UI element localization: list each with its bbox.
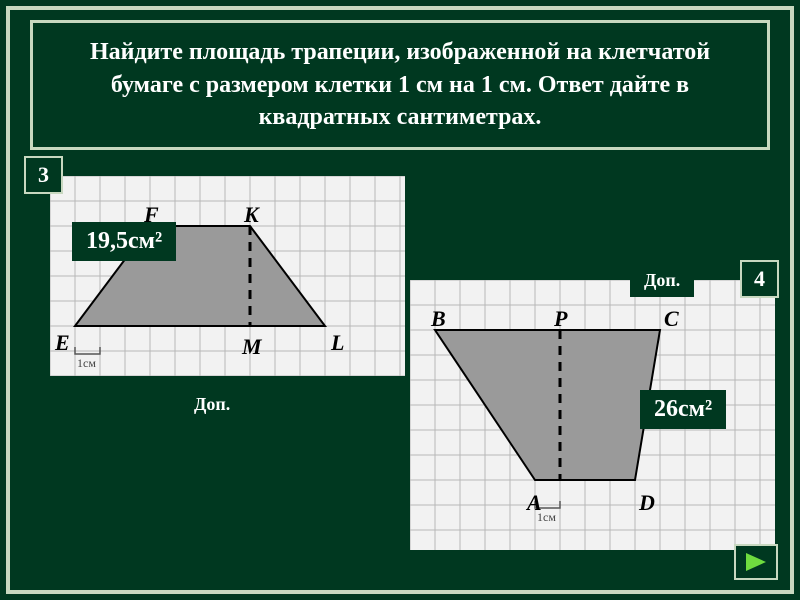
vertex-label-M: M bbox=[242, 334, 262, 360]
vertex-label-B: B bbox=[431, 306, 446, 332]
dop-label-left: Доп. bbox=[180, 388, 244, 421]
problem-number-right: 4 bbox=[740, 260, 779, 298]
figure-left bbox=[50, 176, 405, 376]
vertex-label-K: K bbox=[244, 202, 259, 228]
answer-left-text: 19,5см² bbox=[86, 228, 162, 254]
vertex-label-A: A bbox=[527, 490, 542, 516]
vertex-label-F: F bbox=[144, 202, 159, 228]
vertex-label-D: D bbox=[639, 490, 655, 516]
badge-right-text: 4 bbox=[754, 266, 765, 291]
scale-label: 1см bbox=[77, 356, 96, 371]
problem-number-left: 3 bbox=[24, 156, 63, 194]
answer-left: 19,5см² bbox=[72, 222, 176, 261]
next-button[interactable] bbox=[734, 544, 778, 580]
badge-left-text: 3 bbox=[38, 162, 49, 187]
play-icon bbox=[744, 552, 768, 572]
vertex-label-P: P bbox=[554, 306, 567, 332]
vertex-label-L: L bbox=[331, 330, 344, 356]
title-text: Найдите площадь трапеции, изображенной н… bbox=[53, 36, 747, 133]
dop-label-right: Доп. bbox=[630, 264, 694, 297]
vertex-label-E: E bbox=[55, 330, 70, 356]
dop-left-text: Доп. bbox=[194, 394, 230, 414]
answer-right: 26см² bbox=[640, 390, 726, 429]
dop-right-text: Доп. bbox=[644, 270, 680, 290]
answer-right-text: 26см² bbox=[654, 396, 712, 422]
vertex-label-C: C bbox=[664, 306, 679, 332]
problem-title: Найдите площадь трапеции, изображенной н… bbox=[30, 20, 770, 150]
